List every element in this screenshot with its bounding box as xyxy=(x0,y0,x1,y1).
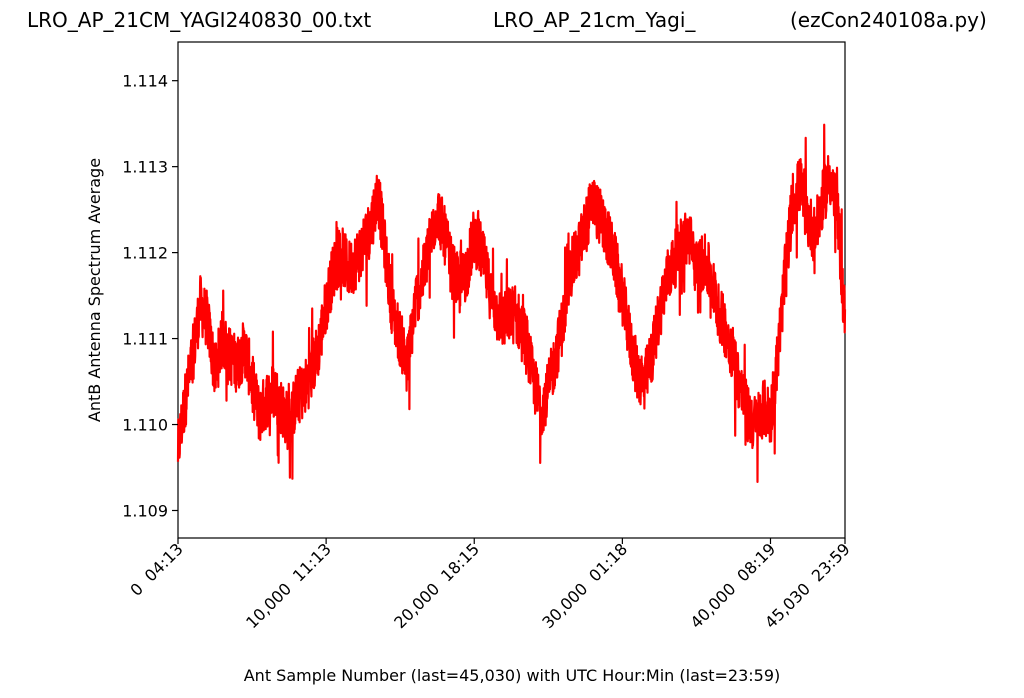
series-line xyxy=(176,123,847,483)
y-tick-label: 1.112 xyxy=(122,244,168,263)
y-tick-label: 1.111 xyxy=(122,330,168,349)
x-axis-label: Ant Sample Number (last=45,030) with UTC… xyxy=(244,666,781,685)
x-tick-label: 20,000 18:15 xyxy=(390,539,483,632)
y-axis: 1.109 1.110 1.111 1.112 1.113 1.114 xyxy=(122,72,178,520)
x-tick-label: 0 04:13 xyxy=(126,539,186,599)
chart-title-antenna: LRO_AP_21cm_Yagi_ xyxy=(493,8,696,32)
chart-title-filename: LRO_AP_21CM_YAGI240830_00.txt xyxy=(27,8,372,32)
plot-area xyxy=(176,41,847,539)
x-tick-label: 30,000 01:18 xyxy=(538,539,631,632)
y-tick-label: 1.109 xyxy=(122,501,168,520)
chart-title-script: (ezCon240108a.py) xyxy=(790,8,987,32)
y-tick-label: 1.110 xyxy=(122,416,168,435)
x-tick-label: 10,000 11:13 xyxy=(242,539,335,632)
y-tick-label: 1.114 xyxy=(122,72,168,91)
y-tick-label: 1.113 xyxy=(122,158,168,177)
x-axis: 0 04:13 10,000 11:13 20,000 18:15 30,000 01… xyxy=(126,538,854,632)
y-axis-label: AntB Antenna Spectrum Average xyxy=(85,158,104,422)
